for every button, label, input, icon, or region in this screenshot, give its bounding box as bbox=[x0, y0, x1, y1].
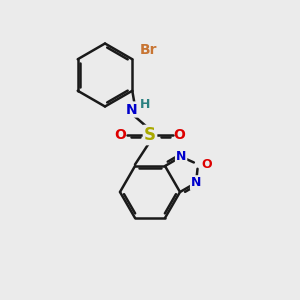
Text: O: O bbox=[115, 128, 127, 142]
Text: Br: Br bbox=[140, 43, 157, 57]
Text: S: S bbox=[144, 126, 156, 144]
Text: N: N bbox=[191, 176, 201, 189]
Text: N: N bbox=[126, 103, 138, 116]
Text: O: O bbox=[173, 128, 185, 142]
Text: H: H bbox=[140, 98, 150, 111]
Text: O: O bbox=[201, 158, 211, 171]
Text: N: N bbox=[176, 150, 186, 163]
